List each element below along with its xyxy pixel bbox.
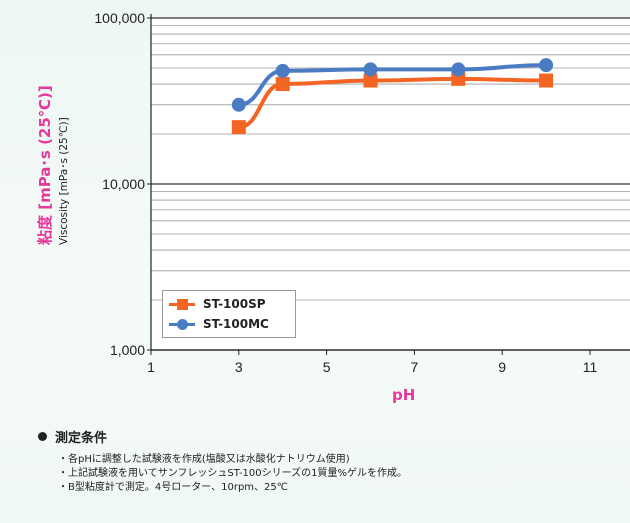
data-point-square <box>275 77 290 92</box>
x-tick-label: 11 <box>583 359 598 375</box>
axes <box>150 14 630 351</box>
note-item: ・各pHに調整した試験液を作成(塩酸又は水酸化ナトリウム使用) <box>58 454 350 465</box>
legend-label: ST-100MC <box>203 317 269 331</box>
data-point-square <box>231 120 246 135</box>
legend-label: ST-100SP <box>203 297 266 311</box>
x-tick-label: 7 <box>411 359 419 375</box>
x-tick-label: 9 <box>498 359 506 375</box>
data-point-square <box>363 73 378 88</box>
legend-item-st-100mc: ST-100MC <box>169 315 269 333</box>
y-tick-label: 1,000 <box>110 342 145 358</box>
x-tick-label: 3 <box>235 359 243 375</box>
data-point-circle <box>275 63 290 78</box>
data-point-square <box>539 73 554 88</box>
x-tick-label: 1 <box>147 359 155 375</box>
y-axis-label-group: 粘度 [mPa･s (25℃)] Viscosity [mPa･s (25℃)] <box>22 60 82 290</box>
notes-title: 測定条件 <box>55 431 108 446</box>
data-point-circle <box>451 62 466 77</box>
chart-legend: ST-100SP ST-100MC <box>162 290 296 338</box>
legend-circle-marker-icon <box>169 317 195 331</box>
x-tick-labels: 1 3 5 7 9 11 <box>147 350 597 375</box>
legend-square-marker-icon <box>169 297 195 311</box>
measurement-conditions: 測定条件 ・各pHに調整した試験液を作成(塩酸又は水酸化ナトリウム使用) ・上記… <box>38 427 407 495</box>
x-axis-label: pH <box>392 386 416 404</box>
x-tick-label: 5 <box>323 359 331 375</box>
notes-list: ・各pHに調整した試験液を作成(塩酸又は水酸化ナトリウム使用) ・上記試験液を用… <box>58 453 407 495</box>
data-point-circle <box>363 62 378 77</box>
grid-lines <box>151 17 630 351</box>
data-point-circle <box>231 97 246 112</box>
legend-item-st-100sp: ST-100SP <box>169 295 266 313</box>
y-tick-labels: 1,000 10,000 100,000 <box>94 10 151 358</box>
note-item: ・B型粘度計で測定。4号ローター、10rpm、25℃ <box>58 482 289 493</box>
viscosity-chart: 1,000 10,000 100,000 1 3 5 7 9 11 <box>94 10 630 375</box>
data-point-circle <box>539 58 554 73</box>
note-item: ・上記試験液を用いてサンフレッシュST-100シリーズの1質量%ゲルを作成。 <box>58 468 407 479</box>
y-tick-label: 10,000 <box>102 176 145 192</box>
bullet-icon <box>38 432 47 441</box>
y-axis-label-jp: 粘度 [mPa･s (25℃)] <box>36 85 54 245</box>
y-axis-label-en: Viscosity [mPa･s (25℃)] <box>58 117 70 245</box>
notes-heading: 測定条件 <box>38 427 407 446</box>
y-tick-label: 100,000 <box>94 10 145 26</box>
series-layer <box>231 58 554 135</box>
